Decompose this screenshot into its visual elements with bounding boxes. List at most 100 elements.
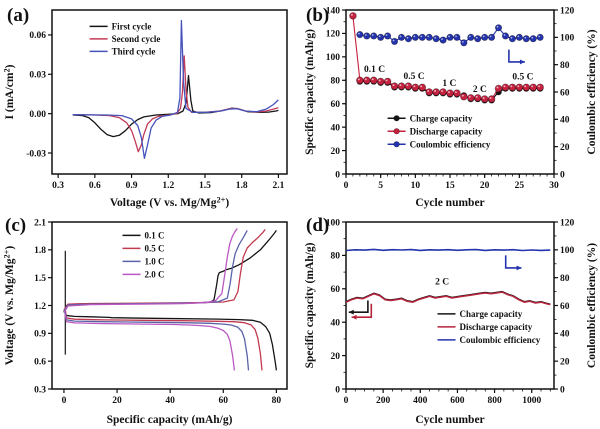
svg-text:1.2: 1.2 <box>34 302 46 312</box>
svg-text:80: 80 <box>560 274 570 284</box>
svg-text:60: 60 <box>219 396 229 406</box>
svg-text:-0.03: -0.03 <box>26 149 46 159</box>
svg-text:80: 80 <box>560 61 570 71</box>
svg-text:60: 60 <box>560 302 570 312</box>
svg-text:2 C: 2 C <box>473 85 487 95</box>
svg-text:40: 40 <box>560 330 570 340</box>
svg-text:140: 140 <box>326 6 341 16</box>
panel-b-rate-capability-chart: 0 5 10 15 20 25 30 0 20 40 60 80 100 120 140 0 20 40 60 80 1… <box>300 0 600 212</box>
svg-text:1.5: 1.5 <box>34 274 46 284</box>
svg-text:400: 400 <box>413 396 428 406</box>
svg-text:0.1 C: 0.1 C <box>145 231 165 241</box>
svg-text:120: 120 <box>326 30 341 40</box>
svg-text:0.3: 0.3 <box>34 385 46 395</box>
svg-text:100: 100 <box>326 53 341 63</box>
svg-text:1 C: 1 C <box>442 79 456 89</box>
panel-d-label: (d) <box>306 215 330 236</box>
svg-text:0.03: 0.03 <box>29 71 46 81</box>
panel-c-voltage-profile-chart: 0 20 40 60 80 0.3 0.6 0.9 1.2 1.5 1.8 2.1 Specific c… <box>0 212 300 429</box>
svg-text:0.3: 0.3 <box>52 181 64 191</box>
svg-text:40: 40 <box>165 396 175 406</box>
cycling-chart-svg: 0 200 400 600 800 100002040608010002040608010… <box>304 218 598 426</box>
svg-text:2.0 C: 2.0 C <box>145 270 165 280</box>
svg-text:120: 120 <box>560 218 575 228</box>
svg-text:25: 25 <box>515 181 525 191</box>
svg-text:Specific capacity (mAh/g): Specific capacity (mAh/g) <box>304 29 316 155</box>
svg-text:1.8: 1.8 <box>236 181 248 191</box>
panel-b-label: (b) <box>306 5 330 26</box>
svg-text:2.1: 2.1 <box>34 218 46 228</box>
svg-text:Coulombic efficiency (%): Coulombic efficiency (%) <box>586 243 598 368</box>
svg-text:0.9: 0.9 <box>126 181 138 191</box>
svg-text:20: 20 <box>480 181 490 191</box>
svg-text:0: 0 <box>335 170 340 180</box>
svg-text:Coulombic efficiency (%): Coulombic efficiency (%) <box>586 29 598 154</box>
svg-text:Discharge capacity: Discharge capacity <box>460 322 533 332</box>
svg-text:0.5 C: 0.5 C <box>512 73 533 83</box>
svg-text:Specific capacity (mAh/g): Specific capacity (mAh/g) <box>107 414 233 426</box>
panel-c-label: (c) <box>5 215 27 236</box>
svg-text:80: 80 <box>331 252 341 262</box>
svg-text:0.6: 0.6 <box>89 181 101 191</box>
svg-text:40: 40 <box>331 319 341 329</box>
svg-text:1.0 C: 1.0 C <box>145 257 165 267</box>
svg-text:0.5 C: 0.5 C <box>145 244 165 254</box>
rate-chart-svg: 0 5 10 15 20 25 300204060801001201400204060801… <box>304 6 598 209</box>
svg-text:0.9: 0.9 <box>34 330 46 340</box>
svg-text:100: 100 <box>326 218 341 228</box>
svg-text:20: 20 <box>331 147 341 157</box>
svg-text:Discharge capacity: Discharge capacity <box>410 126 483 136</box>
svg-text:0.5 C: 0.5 C <box>404 72 425 82</box>
svg-text:60: 60 <box>331 100 341 110</box>
svg-text:100: 100 <box>560 246 575 256</box>
panel-d-long-cycling-chart: 0 200 400 600 800 1000 0 20 40 60 80 100 0 20 40 60 80 10… <box>300 212 600 429</box>
panel-a-cv-chart: 0.3 0.6 0.9 1.2 1.5 1.8 2.1 -0.03 0.00 0.03 0.06 Vo… <box>0 0 300 212</box>
svg-text:Cycle number: Cycle number <box>415 414 484 426</box>
svg-text:0.1 C: 0.1 C <box>364 65 385 75</box>
profile-chart-svg: 0 20 40 60 80 0.3 0.6 0.9 1.2 1.5 1.8 2.1 Specific c… <box>3 218 288 426</box>
svg-text:0.00: 0.00 <box>29 110 46 120</box>
svg-text:Charge capacity: Charge capacity <box>460 309 523 319</box>
svg-text:Coulombic efficiency: Coulombic efficiency <box>410 139 491 149</box>
svg-text:Second cycle: Second cycle <box>112 34 161 44</box>
svg-text:800: 800 <box>487 396 502 406</box>
svg-text:0: 0 <box>560 385 565 395</box>
svg-text:60: 60 <box>560 88 570 98</box>
svg-text:5: 5 <box>378 181 383 191</box>
svg-text:60: 60 <box>331 285 341 295</box>
svg-text:2 C: 2 C <box>435 278 449 288</box>
svg-text:0: 0 <box>62 396 67 406</box>
svg-text:0.06: 0.06 <box>29 31 46 41</box>
svg-text:30: 30 <box>549 181 559 191</box>
cv-chart-svg: 0.3 0.6 0.9 1.2 1.5 1.8 2.1 -0.03 0.00 0.03 0.06 Vo… <box>3 9 288 210</box>
svg-text:Voltage (V vs. Mg/Mg2+): Voltage (V vs. Mg/Mg2+) <box>110 196 230 210</box>
svg-text:1.8: 1.8 <box>34 246 46 256</box>
svg-text:80: 80 <box>331 77 341 87</box>
svg-text:40: 40 <box>560 116 570 126</box>
svg-text:0: 0 <box>560 170 565 180</box>
svg-text:0: 0 <box>335 385 340 395</box>
svg-text:20: 20 <box>560 143 570 153</box>
panel-a-label: (a) <box>7 5 30 26</box>
svg-text:10: 10 <box>411 181 421 191</box>
svg-text:120: 120 <box>560 6 575 16</box>
svg-text:2.1: 2.1 <box>272 181 284 191</box>
svg-text:Voltage (V vs. Mg/Mg2+): Voltage (V vs. Mg/Mg2+) <box>3 246 17 366</box>
svg-text:15: 15 <box>445 181 455 191</box>
svg-text:First cycle: First cycle <box>112 22 152 32</box>
svg-text:600: 600 <box>450 396 465 406</box>
svg-text:Specific capacity (mAh/g): Specific capacity (mAh/g) <box>304 242 316 368</box>
svg-text:80: 80 <box>272 396 282 406</box>
svg-text:1.2: 1.2 <box>162 181 174 191</box>
svg-text:Third cycle: Third cycle <box>112 47 156 57</box>
svg-text:I (mA/cm2): I (mA/cm2) <box>3 64 17 119</box>
svg-text:20: 20 <box>331 352 341 362</box>
svg-text:40: 40 <box>331 123 341 133</box>
svg-text:Charge capacity: Charge capacity <box>410 113 473 123</box>
svg-text:0: 0 <box>344 396 349 406</box>
svg-text:100: 100 <box>560 34 575 44</box>
svg-text:20: 20 <box>560 357 570 367</box>
svg-text:1.5: 1.5 <box>199 181 211 191</box>
svg-text:Coulombic efficiency: Coulombic efficiency <box>460 335 541 345</box>
